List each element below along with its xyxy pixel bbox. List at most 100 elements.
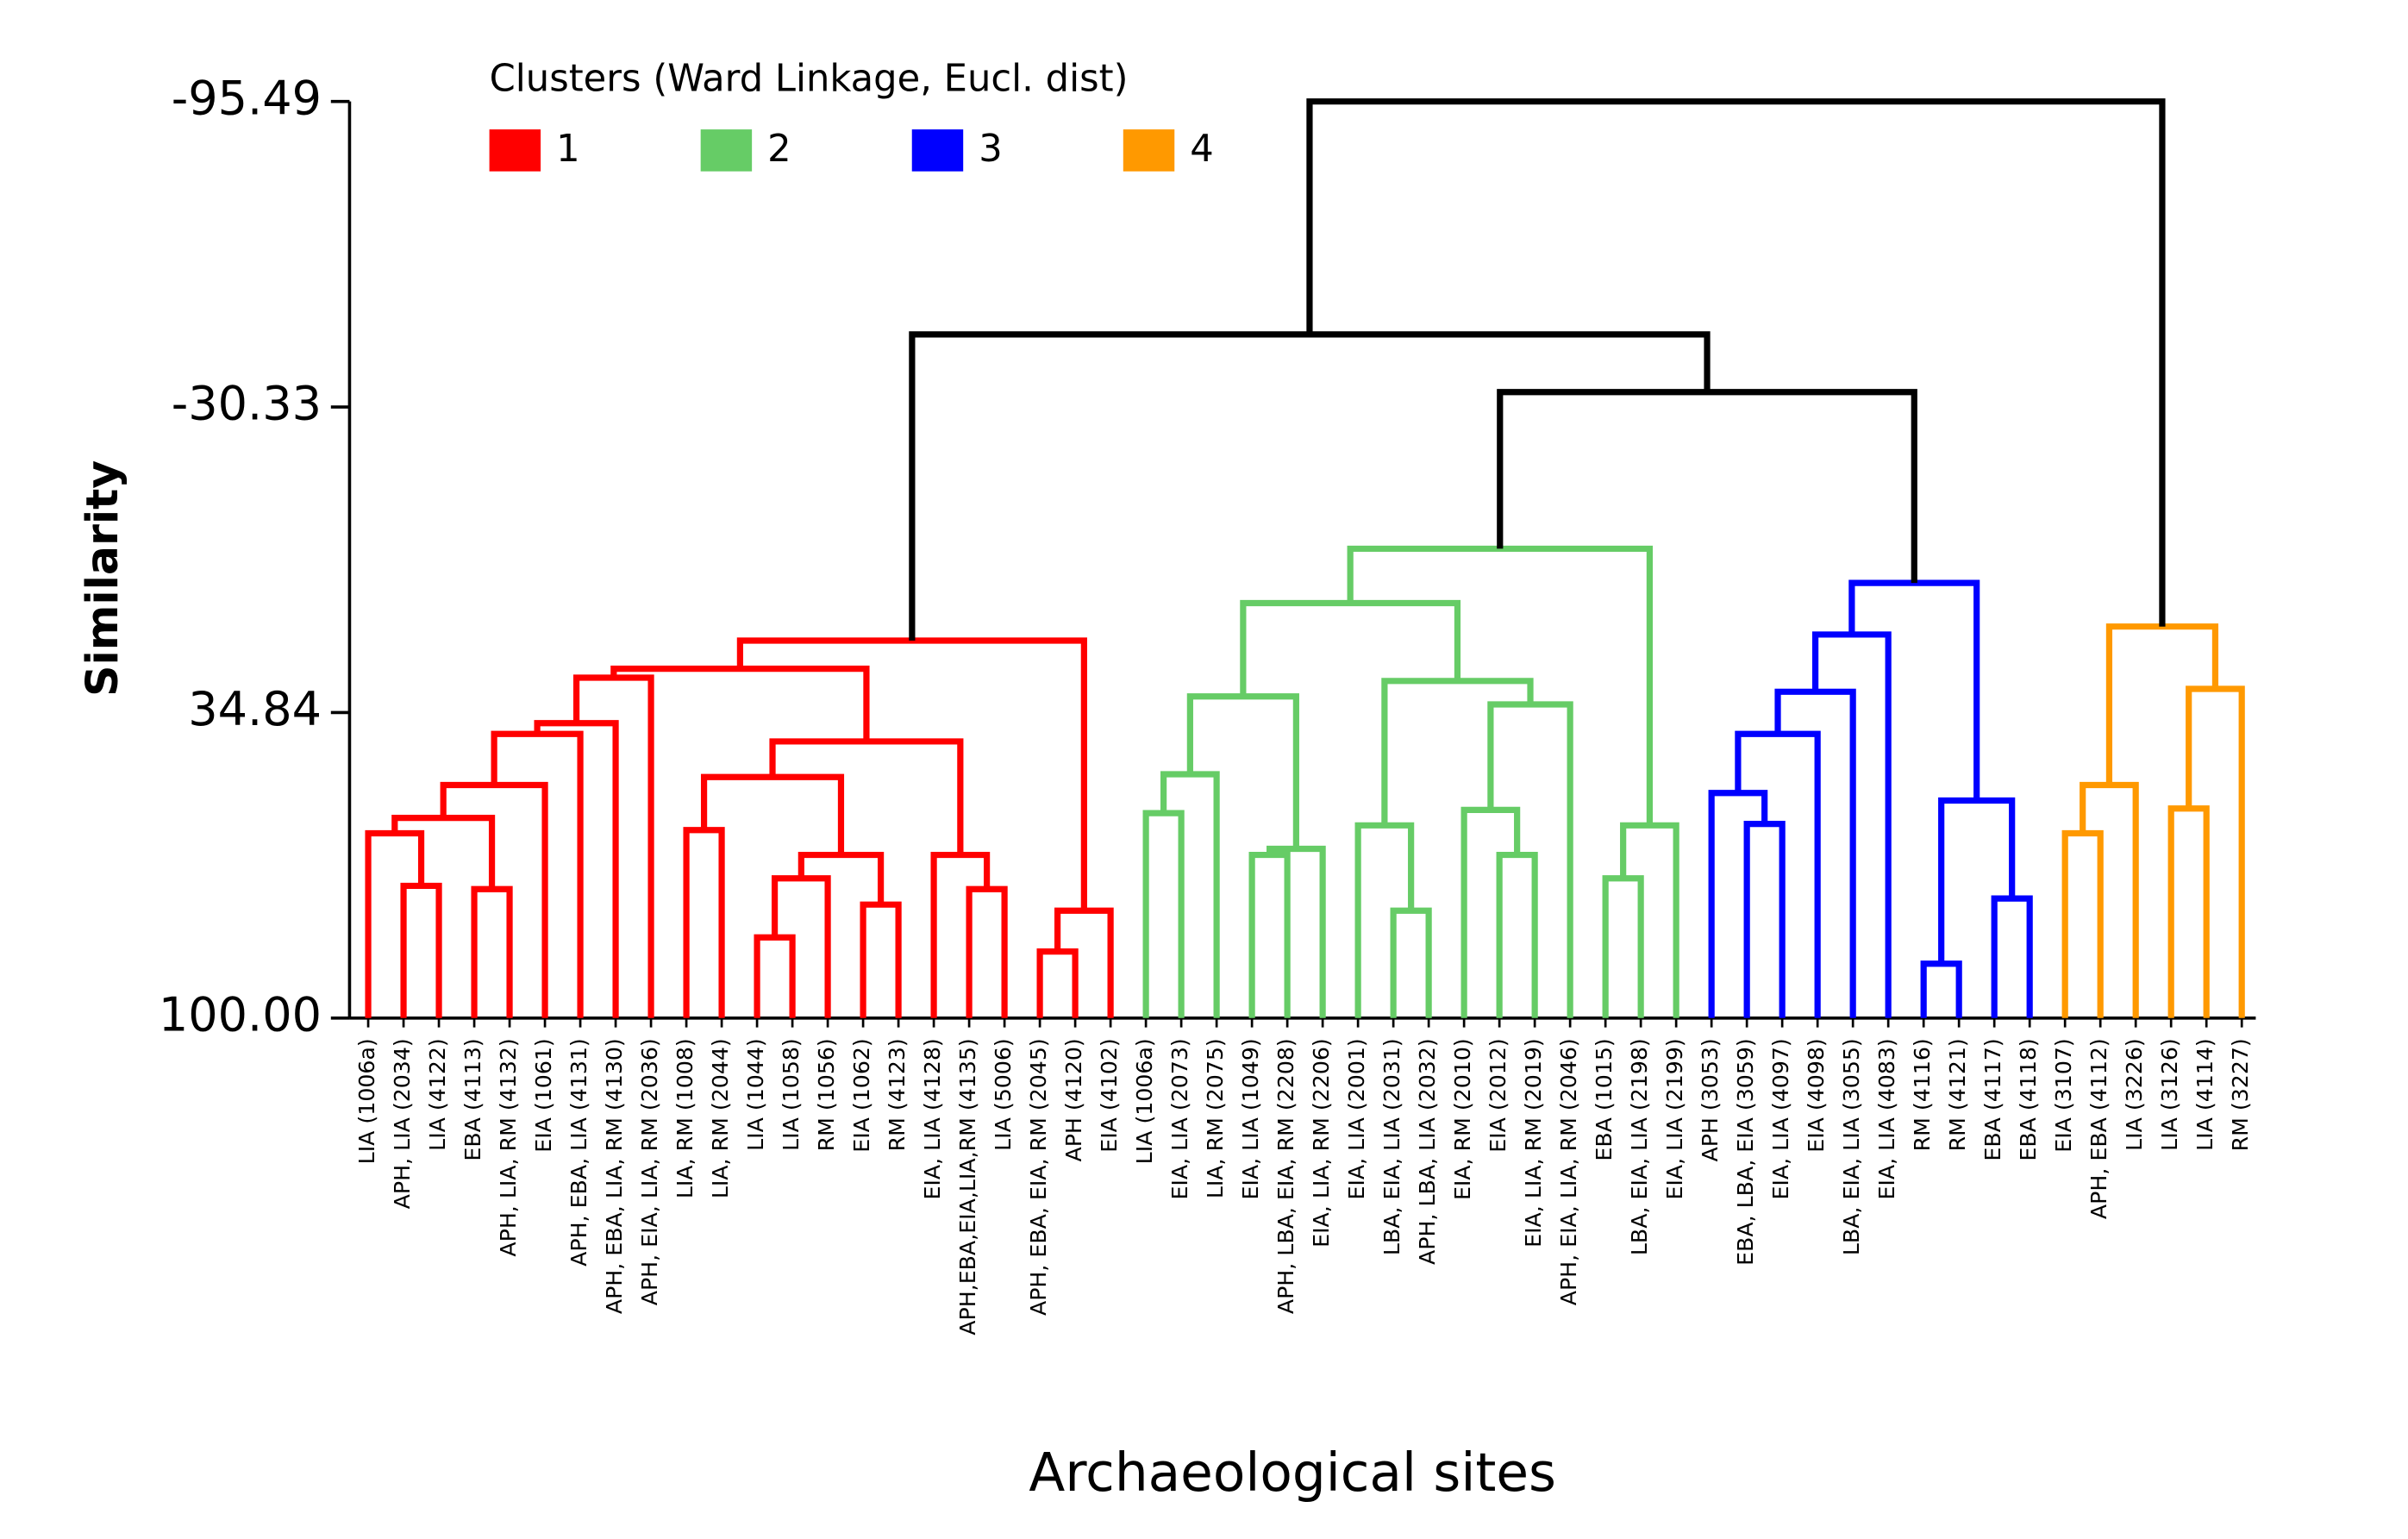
dendrogram-link	[754, 934, 796, 1018]
dendrogram-link	[1054, 907, 1114, 1018]
leaf-label: EIA, LIA, RM (2019)	[1521, 1038, 1546, 1248]
leaf-label: RM (3227)	[2228, 1038, 2253, 1151]
legend-label: 2	[767, 128, 791, 171]
leaf-label: RM (4121)	[1945, 1038, 1970, 1151]
leaf-label: LBA, EIA, LIA (2198)	[1627, 1038, 1652, 1255]
dendrogram-link	[1381, 678, 1534, 826]
dendrogram-link	[471, 885, 513, 1018]
dendrogram-link	[1354, 822, 1415, 1018]
dendrogram-link	[1620, 822, 1679, 1018]
dendrogram-link	[534, 720, 619, 1018]
leaf-label: LIA (1058)	[779, 1038, 804, 1151]
leaf-label: EIA, RM (2010)	[1450, 1038, 1475, 1200]
dendrogram-link	[1496, 851, 1538, 1018]
dendrogram-link	[683, 827, 725, 1018]
leaf-label: APH, LBA, EIA, RM (2208)	[1273, 1038, 1298, 1314]
legend-label: 1	[556, 128, 580, 171]
dendrogram-link	[2167, 805, 2210, 1018]
y-tick-label: 100.00	[159, 987, 322, 1042]
leaf-label: EIA, LIA (2073)	[1167, 1038, 1192, 1199]
leaf-label: LIA, RM (1008)	[672, 1038, 697, 1198]
leaf-label: EIA (2012)	[1485, 1038, 1510, 1153]
leaf-label: APH (3053)	[1698, 1038, 1723, 1161]
dendrogram-link	[966, 885, 1008, 1018]
leaf-label: LIA (1006a)	[1132, 1038, 1157, 1164]
leaf-label: EIA, LIA (2001)	[1344, 1038, 1369, 1199]
dendrogram-link	[797, 851, 885, 905]
leaf-label: RM (1056)	[814, 1038, 839, 1151]
y-tick-label: 34.84	[188, 682, 322, 736]
leaf-label: EIA (1061)	[531, 1038, 556, 1153]
dendrogram-link	[930, 851, 991, 1018]
dendrogram-link	[860, 901, 902, 1018]
dendrogram-link	[700, 773, 845, 855]
leaf-label: APH (4120)	[1061, 1038, 1086, 1161]
leaf-label: LIA, RM (2044)	[708, 1038, 733, 1198]
leaf-label: EBA (4113)	[460, 1038, 485, 1161]
dendrogram-link	[2186, 685, 2245, 1018]
legend-swatch	[489, 129, 541, 172]
leaf-label: EIA, LIA (1049)	[1238, 1038, 1263, 1199]
dendrogram-link	[610, 666, 870, 741]
leaf-label: LIA (3126)	[2157, 1038, 2182, 1151]
dendrogram-link	[2061, 829, 2104, 1018]
leaf-label: APH, LBA, LIA (2032)	[1415, 1038, 1440, 1265]
leaf-label: EIA (3107)	[2051, 1038, 2076, 1152]
dendrogram-link	[440, 781, 548, 1018]
leaf-label: APH, EBA (4112)	[2086, 1038, 2111, 1219]
dendrogram-link	[1267, 845, 1326, 1018]
dendrogram-link	[391, 814, 496, 890]
dendrogram-link	[1036, 948, 1079, 1018]
leaf-label: EIA, LIA (4097)	[1768, 1038, 1793, 1199]
dendrogram-link	[1938, 797, 2016, 964]
dendrogram-link	[365, 829, 425, 1018]
legend-swatch	[700, 129, 753, 172]
dendrogram-link	[771, 875, 831, 1018]
leaf-label: LIA (1044)	[743, 1038, 768, 1151]
leaf-label: LBA, EIA, LIA (3055)	[1839, 1038, 1864, 1255]
leaf-label: LBA, EIA, LIA (2031)	[1379, 1038, 1404, 1255]
dendrogram-link	[1811, 631, 1892, 1018]
leaf-label: EBA (4117)	[1980, 1038, 2005, 1161]
leaf-label: APH, EBA, LIA (4131)	[566, 1038, 591, 1267]
leaf-label: APH, EIA, LIA, RM (2046)	[1556, 1038, 1581, 1305]
dendrogram-link	[1848, 579, 1980, 801]
leaf-label: LIA, RM (2075)	[1203, 1038, 1228, 1198]
leaf-label: APH, LIA, RM (4132)	[496, 1038, 521, 1256]
leaf-label: EIA (1062)	[849, 1038, 874, 1153]
leaf-label: APH, EBA, LIA, RM (4130)	[602, 1038, 627, 1314]
dendrogram-link	[1142, 810, 1185, 1018]
legend-swatch	[911, 129, 964, 172]
leaf-label: EIA (4102)	[1097, 1038, 1122, 1153]
dendrogram-link	[2105, 623, 2219, 785]
y-tick-label: -95.49	[172, 71, 322, 125]
leaf-label: EIA, LIA, RM (2206)	[1309, 1038, 1334, 1248]
x-axis-label: Archaeological sites	[1029, 1442, 1556, 1504]
leaf-label: RM (4123)	[885, 1038, 910, 1151]
leaf-label: LIA (5006)	[991, 1038, 1016, 1151]
leaf-label: EBA (1015)	[1592, 1038, 1617, 1161]
leaf-label: APH, EIA, LIA, RM (2036)	[637, 1038, 662, 1305]
leaf-label: EIA, LIA (2199)	[1662, 1038, 1687, 1199]
leaf-label: EBA (4118)	[2016, 1038, 2041, 1161]
dendrogram-link	[2080, 781, 2139, 1018]
dendrogram-link	[1240, 599, 1461, 697]
dendrogram-link	[491, 730, 584, 1018]
dendrogram-link	[1920, 960, 1962, 1018]
dendrogram-link	[1390, 907, 1432, 1018]
dendrogram-link	[1306, 98, 2166, 627]
dendrogram-link	[400, 882, 442, 1018]
leaf-label: EIA, LIA (4083)	[1874, 1038, 1899, 1199]
dendrogram-link	[1460, 806, 1521, 1018]
leaf-label: LIA (1006a)	[354, 1038, 379, 1164]
legend-label: 3	[979, 128, 1003, 171]
dendrogram-link	[1347, 545, 1654, 826]
leaf-label: LIA (4122)	[425, 1038, 450, 1151]
dendrogram-link	[1602, 875, 1644, 1018]
dendrogram-link	[909, 331, 1711, 641]
leaf-label: APH,EBA,EIA,LIA,RM (4135)	[955, 1038, 980, 1335]
leaf-label: EIA, LIA (4128)	[920, 1038, 945, 1199]
legend-label: 4	[1190, 128, 1214, 171]
dendrogram-link	[1487, 701, 1573, 1018]
